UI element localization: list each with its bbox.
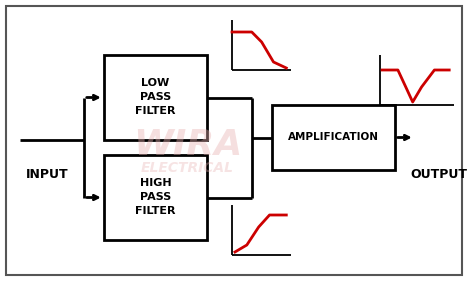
Bar [104, 155, 207, 240]
Text: HIGH
PASS
FILTER: HIGH PASS FILTER [135, 178, 176, 216]
Text: OUTPUT: OUTPUT [411, 169, 468, 182]
Bar [104, 55, 207, 140]
Text: AMPLIFICATION: AMPLIFICATION [288, 133, 379, 142]
Text: ELECTRICAL: ELECTRICAL [141, 161, 234, 175]
Text: INPUT: INPUT [26, 169, 69, 182]
Text: LOW
PASS
FILTER: LOW PASS FILTER [135, 78, 176, 117]
Bar [272, 105, 395, 170]
Text: WIRA: WIRA [133, 128, 242, 162]
